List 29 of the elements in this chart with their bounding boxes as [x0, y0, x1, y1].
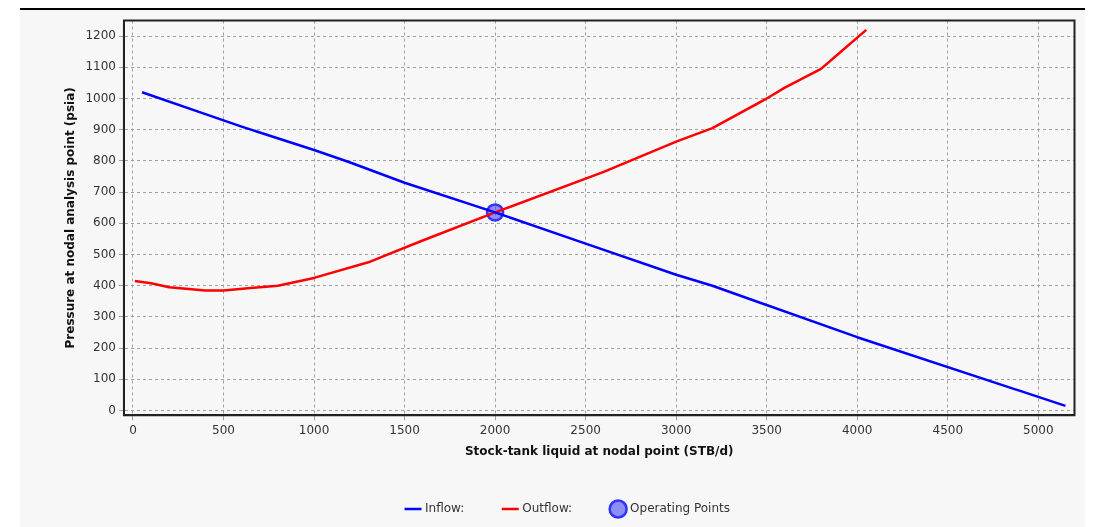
x-tick-label: 4500: [932, 422, 964, 437]
y-tick-label: 900: [93, 121, 116, 136]
x-tick-label: 3500: [751, 422, 782, 437]
y-tick-label: 1200: [85, 28, 116, 43]
x-tick-label: 2000: [479, 422, 511, 437]
y-tick-label: 1100: [85, 59, 116, 74]
y-axis-title: Pressure at nodal analysis point (psia): [63, 87, 78, 349]
legend-label: Operating Points: [630, 501, 730, 516]
x-tick-label: 500: [212, 422, 235, 437]
y-tick-label: 0: [108, 402, 116, 417]
y-tick-label: 800: [93, 153, 116, 168]
y-tick-label: 300: [93, 309, 116, 324]
y-tick-label: 500: [93, 246, 116, 261]
y-tick-label: 1000: [85, 90, 116, 105]
legend-label: Outflow:: [522, 501, 573, 516]
x-tick-label: 4000: [841, 422, 873, 437]
x-tick-label: 2500: [570, 422, 601, 437]
x-tick-label: 5000: [1023, 422, 1054, 437]
x-tick-label: 1000: [298, 422, 330, 437]
x-tick-label: 3000: [660, 422, 692, 437]
y-tick-label: 100: [93, 371, 116, 386]
y-tick-label: 700: [93, 184, 116, 199]
y-tick-label: 600: [93, 215, 116, 230]
y-tick-label: 400: [93, 277, 116, 292]
y-tick-label: 200: [93, 340, 116, 355]
legend-label: Inflow:: [425, 501, 465, 516]
x-tick-label: 1500: [389, 422, 420, 437]
x-axis-title: Stock-tank liquid at nodal point (STB/d): [464, 443, 734, 458]
x-tick-label: 0: [129, 422, 137, 437]
